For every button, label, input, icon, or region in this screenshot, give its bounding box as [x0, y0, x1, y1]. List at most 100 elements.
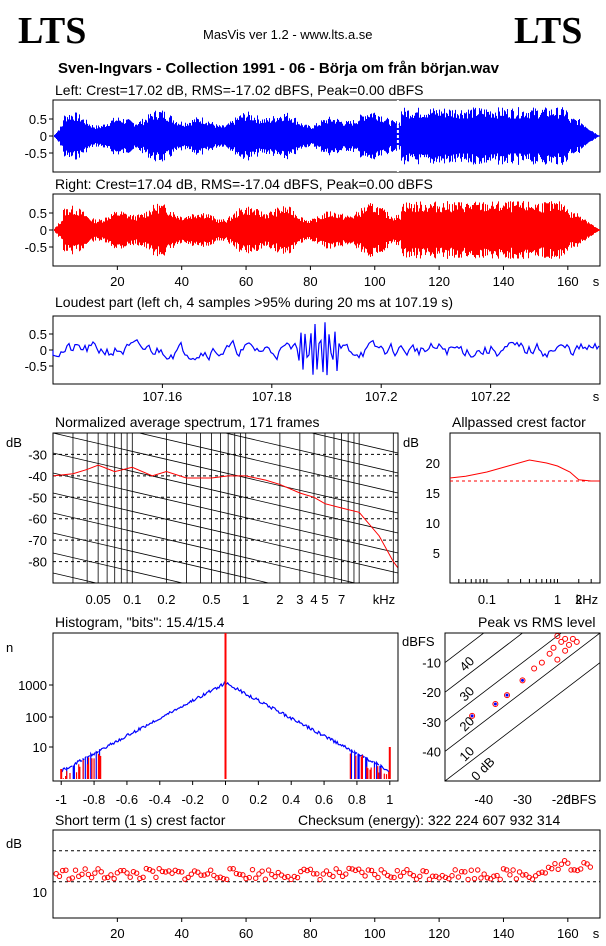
allpass-title: Allpassed crest factor: [452, 414, 586, 430]
crest-point: [500, 866, 507, 872]
crest-point: [542, 870, 548, 876]
peak-rms-point: [558, 638, 565, 645]
crest-point: [465, 876, 471, 883]
x-unit-label: kHz: [373, 592, 395, 607]
y-axis-label: dB: [6, 836, 22, 851]
peak-rms-point: [519, 677, 526, 684]
crest-point: [352, 867, 359, 874]
checksum: Checksum (energy): 322 224 607 932 314: [298, 812, 561, 828]
x-unit-label: kHz: [576, 592, 598, 607]
x-tick-label: 100: [364, 274, 386, 289]
y-tick-label: 1000: [18, 678, 47, 693]
crest-point: [349, 866, 355, 872]
crest-point: [520, 872, 526, 878]
crest-point: [95, 866, 101, 872]
crest-point: [481, 871, 487, 877]
crest-point: [545, 864, 552, 871]
x-tick-label: -30: [513, 792, 532, 807]
crest-point: [516, 869, 523, 875]
crest-point: [79, 871, 85, 877]
crest-point: [378, 867, 384, 873]
x-tick-label: 40: [174, 274, 188, 289]
x-tick-label: 160: [557, 274, 579, 289]
x-tick-label: 3: [296, 592, 303, 607]
x-tick-label: -0.8: [83, 792, 105, 807]
right-channel-title: Right: Crest=17.04 dB, RMS=-17.04 dBFS, …: [55, 176, 433, 192]
crest-point: [201, 872, 207, 878]
crest-point: [285, 873, 291, 880]
waveform-left-trace: [54, 107, 600, 165]
allpass-frame: [449, 432, 601, 584]
crest-point: [555, 866, 561, 872]
y-tick-label: 20: [426, 456, 440, 471]
crest-point: [230, 866, 236, 872]
crest-point: [63, 867, 69, 873]
crest-point: [565, 860, 571, 866]
crest-point: [452, 867, 458, 873]
crest-point: [288, 876, 294, 883]
crest-point: [359, 869, 365, 876]
crest-point: [53, 870, 59, 877]
crest-point: [281, 874, 288, 881]
logo-right: LTS: [514, 10, 583, 52]
crest-point: [549, 865, 555, 872]
loudest-trace: [52, 322, 600, 376]
crest-point: [561, 857, 568, 864]
crest-point: [314, 871, 320, 877]
y-tick-label: -40: [28, 469, 47, 484]
crest-point: [462, 869, 468, 875]
crest-point: [458, 868, 465, 875]
crest-point: [558, 861, 565, 867]
crest-point: [256, 871, 262, 877]
allpass-trace: [449, 459, 600, 482]
peak-rms-point: [562, 635, 569, 642]
peak-rms-point: [504, 692, 510, 699]
crest-point: [368, 867, 375, 874]
crest-point: [552, 860, 558, 867]
histogram-right-tails: [62, 753, 390, 779]
x-tick-label: 140: [493, 926, 515, 941]
x-unit-label: s: [593, 389, 600, 404]
crest-point: [246, 874, 252, 881]
crest-point: [539, 869, 545, 875]
crest-point: [336, 869, 343, 876]
peak-rms-point-left: [493, 702, 497, 706]
y-axis-label: dBFS: [402, 634, 435, 649]
crest-point: [150, 868, 156, 874]
x-tick-label: 40: [174, 926, 188, 941]
x-tick-label: 107.2: [365, 389, 398, 404]
crest-point: [253, 875, 259, 881]
y-tick-label: 15: [426, 486, 440, 501]
crest-point: [333, 866, 339, 872]
crest-point: [220, 876, 227, 882]
crest-point: [175, 868, 182, 875]
crest-point: [532, 873, 539, 879]
y-tick-label: -50: [28, 490, 47, 505]
crest-point: [568, 867, 574, 873]
crest-point: [137, 875, 143, 882]
crest-point: [56, 873, 63, 880]
crest-point: [346, 865, 352, 872]
peak-rms-point: [538, 659, 545, 666]
x-tick-label: 100: [364, 926, 386, 941]
spectrum-grid: [53, 433, 398, 583]
short-term-title: Short term (1 s) crest factor: [55, 812, 226, 828]
crest-point: [491, 873, 497, 879]
peak-rms-point: [531, 665, 538, 672]
crest-point: [162, 869, 169, 875]
x-tick-label: 1: [554, 592, 561, 607]
crest-point: [224, 876, 230, 883]
peak-rms-point: [554, 656, 561, 663]
crest-point: [88, 874, 95, 881]
crest-point: [204, 871, 211, 877]
x-tick-label: 0.1: [123, 592, 141, 607]
diagonal-label: 30: [456, 683, 477, 704]
crest-point: [185, 874, 191, 881]
x-tick-label: 107.22: [471, 389, 511, 404]
crest-point: [310, 871, 317, 877]
crest-point: [111, 875, 117, 882]
y-tick-label: 0: [40, 223, 47, 238]
app-version: MasVis ver 1.2 - www.lts.a.se: [203, 27, 373, 42]
crest-point: [317, 876, 323, 883]
x-tick-label: 80: [303, 926, 317, 941]
